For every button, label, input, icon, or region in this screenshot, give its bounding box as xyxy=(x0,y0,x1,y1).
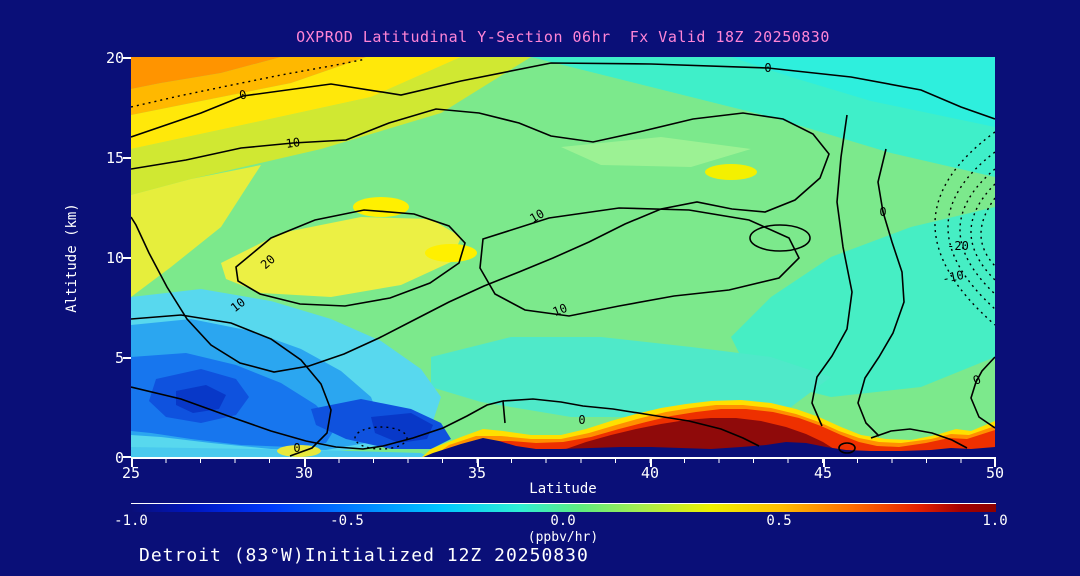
x-tick xyxy=(650,459,652,467)
x-minor-ticks xyxy=(131,459,997,463)
x-tick-label: 30 xyxy=(294,464,314,482)
y-tick xyxy=(123,357,131,359)
negative-contour-lines xyxy=(131,58,995,450)
y-tick xyxy=(123,57,131,59)
contour-label: 0 xyxy=(578,413,586,427)
x-tick xyxy=(823,459,825,467)
contour-label: 10 xyxy=(284,135,302,151)
x-axis-line xyxy=(131,457,996,459)
x-tick xyxy=(131,459,133,467)
contour-lines xyxy=(131,62,995,457)
colorbar-tick-label: -0.5 xyxy=(330,513,364,529)
x-tick xyxy=(994,459,996,467)
y-tick-label: 10 xyxy=(105,249,124,267)
x-tick-label: 40 xyxy=(640,464,660,482)
x-tick xyxy=(304,459,306,467)
colorbar-tick-label: 1.0 xyxy=(982,513,1008,529)
y-tick-label: 15 xyxy=(105,149,124,167)
contour-plot xyxy=(131,57,995,458)
y-tick xyxy=(123,456,131,458)
y-tick-label: 5 xyxy=(114,349,124,367)
colorbar-tick-label: 0.0 xyxy=(550,513,576,529)
x-tick-label: 25 xyxy=(121,464,141,482)
contour-label: 0 xyxy=(879,205,887,219)
y-tick-label: 20 xyxy=(105,49,124,67)
colorbar-units-label: (ppbv/hr) xyxy=(527,530,599,545)
y-tick xyxy=(123,157,131,159)
x-tick-label: 35 xyxy=(467,464,487,482)
x-axis-title: Latitude xyxy=(529,481,597,497)
colorbar-tick-label: 0.5 xyxy=(766,513,792,529)
chart-title: OXPROD Latitudinal Y-Section 06hr Fx Val… xyxy=(296,28,830,46)
colorbar-tick-label: -1.0 xyxy=(114,513,148,529)
station-annotation: Detroit (83°W)Initialized 12Z 20250830 xyxy=(139,545,589,566)
x-tick xyxy=(477,459,479,467)
x-tick-label: 45 xyxy=(813,464,833,482)
y-tick-label: 0 xyxy=(114,449,124,467)
colorbar xyxy=(131,503,996,512)
contour-label: 0 xyxy=(764,61,772,75)
contour-label: -20 xyxy=(947,239,969,253)
x-tick-label: 50 xyxy=(985,464,1005,482)
contour-label: 0 xyxy=(293,441,301,455)
y-axis-title: Altitude (km) xyxy=(64,203,80,313)
y-tick xyxy=(123,257,131,259)
